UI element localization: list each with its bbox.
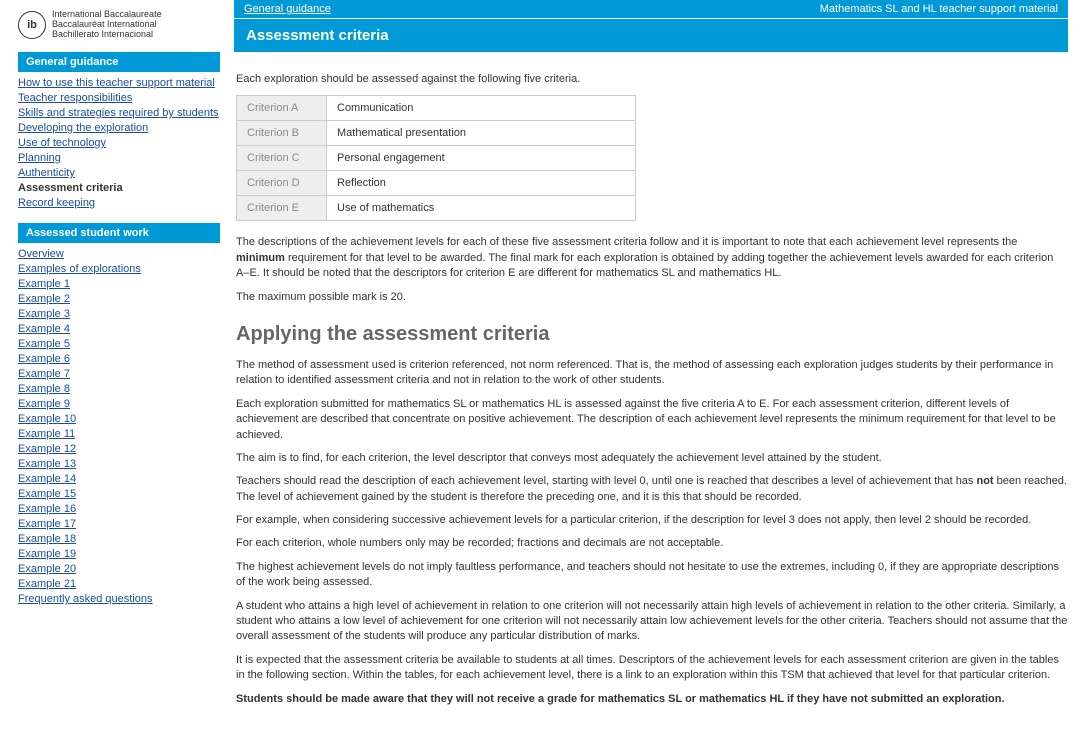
body-p4-bold: not	[976, 475, 993, 487]
body-p5: For example, when considering successive…	[236, 513, 1068, 528]
body-p6: For each criterion, whole numbers only m…	[236, 536, 1068, 551]
criterion-value: Communication	[327, 96, 636, 121]
body-p8: A student who attains a high level of ac…	[236, 599, 1068, 645]
sidebar-item[interactable]: Use of technology	[18, 137, 106, 149]
sidebar-item[interactable]: How to use this teacher support material	[18, 77, 215, 89]
nav-list-assessed: Overview Examples of explorations Example …	[18, 247, 220, 607]
body-p2: Each exploration submitted for mathemati…	[236, 397, 1068, 443]
intro-paragraph: Each exploration should be assessed agai…	[236, 72, 1068, 87]
sidebar-item[interactable]: Example 21	[18, 578, 76, 590]
body-p10: Students should be made aware that they …	[236, 692, 1068, 707]
logo-text: International Baccalaureate Baccalauréat…	[52, 10, 162, 40]
body-p10-bold: Students should be made aware that they …	[236, 693, 1005, 705]
criterion-key: Criterion D	[237, 171, 327, 196]
body-p4: Teachers should read the description of …	[236, 474, 1068, 505]
sidebar-item[interactable]: Example 5	[18, 338, 70, 350]
criterion-key: Criterion A	[237, 96, 327, 121]
sidebar-item[interactable]: Example 1	[18, 278, 70, 290]
criterion-value: Use of mathematics	[327, 196, 636, 221]
criterion-key: Criterion C	[237, 146, 327, 171]
sidebar-item[interactable]: Example 13	[18, 458, 76, 470]
criteria-table: Criterion ACommunicationCriterion BMathe…	[236, 95, 636, 221]
criterion-key: Criterion E	[237, 196, 327, 221]
sidebar-item[interactable]: Assessment criteria	[18, 182, 123, 194]
sidebar-item[interactable]: Example 18	[18, 533, 76, 545]
body-p9: It is expected that the assessment crite…	[236, 653, 1068, 684]
sidebar-item[interactable]: Example 6	[18, 353, 70, 365]
sidebar-item[interactable]: Example 14	[18, 473, 76, 485]
body-p1: The method of assessment used is criteri…	[236, 358, 1068, 389]
criterion-key: Criterion B	[237, 121, 327, 146]
sidebar-item[interactable]: Example 10	[18, 413, 76, 425]
sidebar-item[interactable]: Example 16	[18, 503, 76, 515]
desc-p1-bold: minimum	[236, 252, 285, 264]
sidebar-item[interactable]: Example 8	[18, 383, 70, 395]
desc-p1: The descriptions of the achievement leve…	[236, 235, 1068, 281]
main-content: General guidance Mathematics SL and HL t…	[230, 0, 1080, 735]
breadcrumb-left[interactable]: General guidance	[244, 3, 331, 15]
sidebar-item[interactable]: Frequently asked questions	[18, 593, 153, 605]
sidebar-item[interactable]: Skills and strategies required by studen…	[18, 107, 219, 119]
sidebar-item[interactable]: Example 19	[18, 548, 76, 560]
sidebar-item[interactable]: Example 15	[18, 488, 76, 500]
body-p7: The highest achievement levels do not im…	[236, 560, 1068, 591]
sidebar-item[interactable]: Example 11	[18, 428, 75, 440]
page-title: Assessment criteria	[234, 19, 1068, 52]
sidebar-item[interactable]: Authenticity	[18, 167, 75, 179]
sidebar: ib International Baccalaureate Baccalaur…	[0, 0, 230, 735]
sidebar-item[interactable]: Developing the exploration	[18, 122, 148, 134]
sidebar-item[interactable]: Teacher responsibilities	[18, 92, 132, 104]
body-p3: The aim is to find, for each criterion, …	[236, 451, 1068, 466]
sidebar-item[interactable]: Example 9	[18, 398, 70, 410]
section-heading: Applying the assessment criteria	[236, 323, 1068, 346]
sidebar-item[interactable]: Planning	[18, 152, 61, 164]
logo-line3: Bachillerato Internacional	[52, 30, 162, 40]
criterion-value: Personal engagement	[327, 146, 636, 171]
sidebar-item[interactable]: Example 17	[18, 518, 76, 530]
desc-p1-b: requirement for that level to be awarded…	[236, 252, 1053, 279]
nav-header-general: General guidance	[18, 52, 220, 72]
breadcrumb-right: Mathematics SL and HL teacher support ma…	[820, 3, 1058, 15]
logo-icon: ib	[18, 11, 46, 39]
body-p4-a: Teachers should read the description of …	[236, 475, 976, 487]
logo: ib International Baccalaureate Baccalaur…	[18, 10, 220, 40]
sidebar-item[interactable]: Example 2	[18, 293, 70, 305]
criterion-value: Reflection	[327, 171, 636, 196]
sidebar-item[interactable]: Example 3	[18, 308, 70, 320]
nav-list-general: How to use this teacher support material…	[18, 76, 220, 211]
sidebar-item[interactable]: Example 7	[18, 368, 70, 380]
sidebar-item[interactable]: Overview	[18, 248, 64, 260]
nav-header-assessed: Assessed student work	[18, 223, 220, 243]
desc-p1-a: The descriptions of the achievement leve…	[236, 236, 1017, 248]
desc-p2: The maximum possible mark is 20.	[236, 290, 1068, 305]
breadcrumb: General guidance Mathematics SL and HL t…	[234, 0, 1068, 18]
sidebar-item[interactable]: Examples of explorations	[18, 263, 141, 275]
sidebar-item[interactable]: Example 4	[18, 323, 70, 335]
criterion-value: Mathematical presentation	[327, 121, 636, 146]
sidebar-item[interactable]: Example 20	[18, 563, 76, 575]
sidebar-item[interactable]: Example 12	[18, 443, 76, 455]
sidebar-item[interactable]: Record keeping	[18, 197, 95, 209]
